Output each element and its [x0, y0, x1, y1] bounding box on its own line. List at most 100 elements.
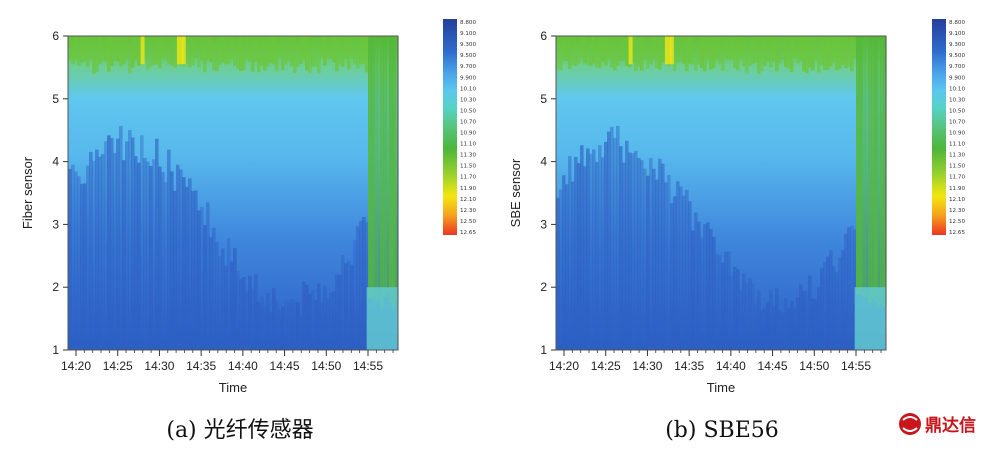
heatmap-cell — [218, 256, 222, 350]
colorbar-label: 12.10 — [460, 197, 476, 203]
heatmap-cell — [131, 36, 135, 68]
heatmap-cell — [781, 312, 785, 350]
heatmap-cell — [89, 36, 93, 60]
heatmap-cell — [841, 249, 845, 350]
heatmap-cell — [173, 190, 177, 350]
colorbar-label: 11.30 — [460, 153, 476, 159]
heatmap-cell — [203, 36, 207, 73]
heatmap-cell — [742, 273, 746, 350]
heatmap-cell — [787, 308, 791, 350]
x-tick-label: 14:30 — [144, 359, 174, 373]
heatmap-cell — [823, 36, 827, 70]
heatmap-cell — [724, 36, 728, 59]
colorbar-label: 11.70 — [460, 175, 476, 181]
heatmap-cell — [266, 293, 270, 350]
heatmap-cell — [622, 36, 626, 61]
heatmap-cell — [715, 253, 719, 350]
heatmap-cell — [703, 224, 707, 350]
heatmap-cell — [679, 36, 683, 62]
heatmap-cell — [263, 306, 267, 350]
heatmap-cell — [359, 220, 363, 350]
y-tick-label: 6 — [540, 29, 547, 43]
heatmap-cell — [335, 36, 339, 72]
heatmap-cell — [745, 36, 749, 73]
colorbar-labels: 8.800 9.100 9.300 9.500 9.700 9.900 10.10 10.30… — [949, 20, 965, 236]
heatmap-cell — [308, 36, 312, 74]
heatmap-cell — [197, 36, 201, 68]
heatmap-cell — [80, 183, 84, 350]
colorbar-label: 10.70 — [460, 119, 476, 125]
heatmap-cell — [146, 36, 150, 70]
heatmap-cell — [640, 160, 644, 350]
heatmap-cell — [392, 36, 396, 309]
heatmap-cell — [116, 36, 120, 62]
heatmap-cell — [143, 158, 147, 350]
heatmap-cell — [556, 36, 560, 70]
heatmap-cell — [601, 36, 605, 62]
heatmap-cell — [700, 36, 704, 69]
heatmap-cell — [290, 299, 294, 350]
heatmap-cell — [305, 285, 309, 350]
colorbar-label: 12.65 — [460, 230, 476, 236]
colorbar-label: 9.500 — [460, 53, 476, 59]
heatmap-cell — [643, 168, 647, 350]
heatmap-cell — [215, 36, 219, 72]
y-tick-label: 1 — [540, 343, 547, 357]
heatmap-cell — [227, 238, 231, 350]
heatmap-cell — [366, 287, 399, 350]
heatmap-cell — [652, 168, 656, 350]
heatmap-cell — [281, 36, 285, 70]
heatmap-cell — [200, 36, 204, 61]
y-axis: 1 2 3 4 5 6 — [540, 29, 556, 357]
heatmap-cell — [607, 131, 611, 350]
colorbar-label: 9.500 — [949, 53, 965, 59]
heatmap-cell — [68, 36, 72, 60]
heatmap-cell — [143, 36, 147, 59]
heatmap-cell — [326, 36, 330, 59]
y-tick-label: 5 — [540, 92, 547, 106]
heatmap-cell — [233, 36, 237, 66]
heatmap-cell — [859, 36, 863, 294]
heatmap-cell — [628, 152, 632, 350]
heatmap-cell — [272, 36, 276, 65]
heatmap-cell — [877, 36, 881, 308]
heatmap-cell — [149, 36, 153, 67]
heatmap-cell — [158, 166, 162, 350]
heatmap-cell — [808, 275, 812, 350]
colorbar-label: 9.100 — [949, 31, 965, 37]
heatmap-cell — [125, 36, 129, 60]
heatmap-cell — [86, 165, 90, 350]
y-axis-title: SBE sensor — [508, 158, 523, 227]
heatmap-cell — [149, 166, 153, 350]
heatmap-cell — [829, 250, 833, 350]
heatmap-cell — [191, 36, 195, 66]
heatmap-cell — [239, 279, 243, 350]
heatmap-cell — [709, 229, 713, 350]
heatmap-cell — [742, 36, 746, 67]
heatmap-cell — [847, 227, 851, 350]
heatmap-cell — [104, 36, 108, 62]
heatmap-cell — [167, 36, 171, 65]
heatmap-cell — [669, 36, 674, 65]
heatmap-cell — [616, 36, 620, 66]
heatmap-cell — [838, 36, 842, 69]
heatmap-cell — [86, 36, 90, 67]
heatmap-cell — [775, 36, 779, 72]
heatmap-cell — [751, 36, 755, 64]
heatmap-cell — [395, 36, 399, 303]
heatmap-cell — [631, 153, 635, 350]
y-tick-label: 2 — [52, 280, 59, 294]
heatmap-cell — [568, 36, 572, 69]
heatmap-cell — [586, 36, 590, 65]
heatmap-cell — [80, 36, 84, 63]
heatmap-cell — [556, 197, 560, 350]
heatmap-cell — [823, 261, 827, 350]
heatmap-cell — [278, 36, 282, 58]
heatmap-cell — [68, 169, 72, 350]
heatmap-cell — [278, 309, 282, 350]
x-tick-label: 14:20 — [61, 359, 91, 373]
heatmap-cell — [724, 251, 728, 350]
heatmap-cell — [766, 36, 770, 62]
